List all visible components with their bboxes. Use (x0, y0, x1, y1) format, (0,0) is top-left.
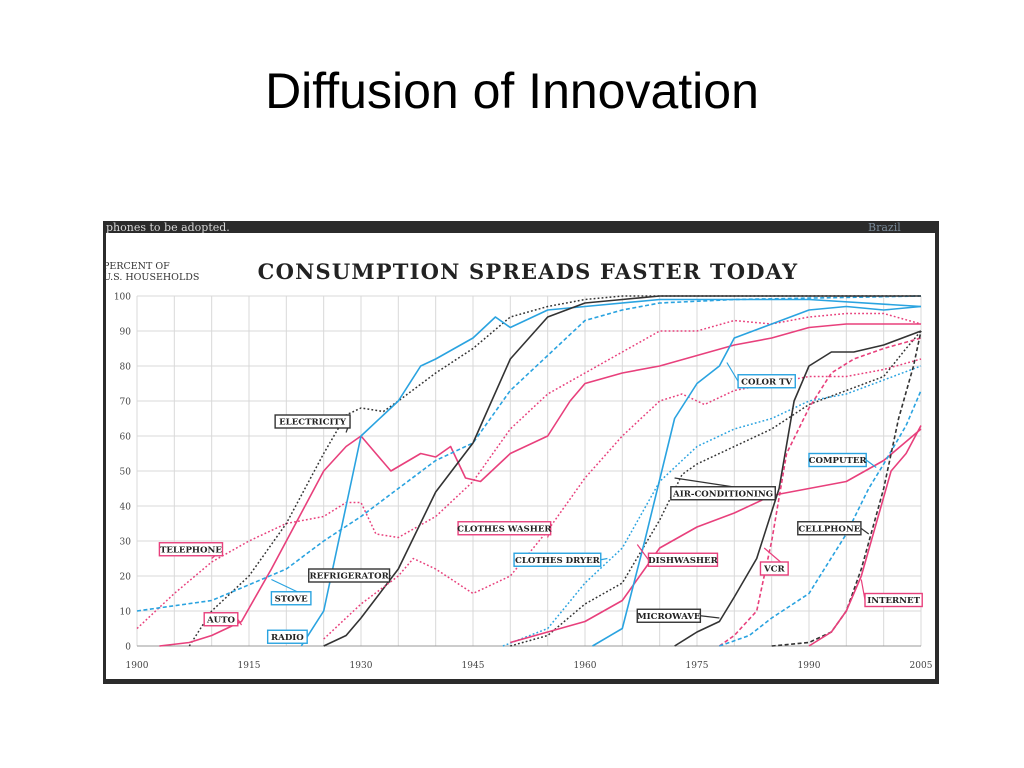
chart-annotations: TELEPHONE ELECTRICITY AUTO STOVE RADIO REFRIG… (158, 362, 923, 644)
annotation-box (270, 591, 312, 606)
series-line-radio (300, 298, 922, 647)
y-tick-label: 50 (120, 468, 132, 478)
y-tick-label: 70 (120, 398, 132, 408)
annotation-leader-line (726, 362, 739, 382)
annotation-air-conditioning: AIR-CONDITIONING (670, 477, 776, 501)
annotation-box (266, 629, 308, 644)
annotation-box (797, 521, 862, 536)
y-tick-label: 10 (120, 608, 132, 618)
y-tick-label: 20 (120, 573, 132, 583)
series-line-clothes-washer (323, 358, 922, 640)
annotation-microwave: MICROWAVE (636, 608, 720, 623)
y-tick-label: 30 (120, 538, 132, 548)
y-tick-label: 90 (120, 328, 132, 338)
annotation-color-tv: COLOR TV (726, 362, 796, 389)
annotation-box (864, 592, 923, 608)
chart-frame: phones to be adopted. Brazil 0 10 20 30 40 50… (103, 221, 939, 684)
chart-axes: 0 10 20 30 40 50 60 70 80 90 100 1900 1915 1930 1945 19… (114, 293, 933, 672)
slide-title: Diffusion of Innovation (265, 63, 759, 119)
annotation-box (737, 374, 796, 389)
annotation-dishwasher: DISHWASHER (636, 544, 719, 567)
y-tick-label: 80 (120, 363, 132, 373)
series-line-cellphone (771, 330, 922, 647)
y-axis-label-line-2: U.S. HOUSEHOLDS (103, 272, 199, 283)
series-line-dishwasher (510, 428, 922, 644)
y-tick-label: 100 (114, 293, 131, 303)
series-line-vcr (718, 337, 922, 647)
annotation-text: CELLPHONE (798, 524, 860, 534)
annotation-clothes-washer: CLOTHES WASHER (457, 521, 552, 538)
chart-series (136, 295, 922, 647)
annotation-box (457, 521, 552, 536)
series-line-air-conditioning (510, 330, 922, 647)
annotation-text: REFRIGERATOR (310, 572, 390, 582)
annotation-vcr: VCR (759, 547, 789, 576)
y-tick-label: 0 (125, 643, 131, 653)
annotation-leader-line (860, 527, 870, 535)
y-tick-label: 40 (120, 503, 132, 513)
annotation-telephone: TELEPHONE (158, 542, 224, 559)
cropped-caption-text: phones to be adopted. (106, 221, 230, 234)
annotation-text: COLOR TV (741, 377, 792, 387)
annotation-box (513, 552, 602, 567)
annotation-text: AIR-CONDITIONING (672, 489, 773, 499)
annotation-text: TELEPHONE (160, 545, 222, 555)
annotation-text: INTERNET (867, 596, 920, 606)
series-line-color-tv (592, 305, 922, 647)
annotation-refrigerator: REFRIGERATOR (308, 568, 392, 583)
x-tick-label: 1975 (686, 661, 709, 671)
annotation-box (158, 542, 224, 557)
annotation-text: COMPUTER (809, 456, 868, 466)
annotation-clothes-dryer: CLOTHES DRYER (513, 552, 608, 567)
annotation-box (647, 552, 719, 567)
annotation-stove: STOVE (270, 578, 312, 606)
annotation-box (636, 608, 702, 623)
annotation-text: CLOTHES WASHER (457, 524, 552, 534)
annotation-text: ELECTRICITY (279, 418, 347, 428)
annotation-text: CLOTHES DRYER (515, 556, 601, 566)
x-tick-label: 1960 (574, 661, 597, 671)
annotation-computer: COMPUTER (808, 452, 877, 468)
series-line-clothes-dryer (502, 365, 922, 647)
annotation-auto: AUTO (203, 612, 243, 627)
y-axis-label-line-1: PERCENT OF (103, 261, 170, 272)
series-line-computer (719, 390, 922, 647)
annotation-box (274, 414, 351, 429)
annotation-box (670, 486, 776, 501)
annotation-leader-line (865, 459, 877, 468)
series-line-refrigerator (323, 295, 921, 647)
x-tick-label: 1900 (126, 661, 149, 671)
x-tick-label: 1945 (462, 661, 485, 671)
cropped-caption-right: Brazil (868, 221, 901, 234)
series-line-stove (136, 295, 922, 612)
annotation-text: RADIO (271, 633, 304, 643)
chart-svg: 0 10 20 30 40 50 60 70 80 90 100 1900 1915 1930 1945 19… (103, 233, 935, 679)
annotation-box (759, 561, 789, 576)
annotation-leader-line (700, 615, 720, 619)
annotation-cellphone: CELLPHONE (797, 521, 870, 536)
annotation-leader-line (636, 544, 649, 561)
x-tick-label: 1930 (350, 661, 373, 671)
chart-background (106, 233, 935, 679)
annotation-text: STOVE (275, 594, 309, 604)
series-line-internet (808, 425, 922, 647)
annotation-text: DISHWASHER (648, 556, 718, 566)
annotation-box (203, 612, 239, 627)
annotation-leader-line (600, 557, 608, 561)
x-tick-label: 1915 (238, 661, 261, 671)
annotation-box (308, 568, 391, 583)
annotation-radio: RADIO (266, 629, 308, 644)
annotation-internet: INTERNET (860, 579, 923, 608)
annotation-electricity: ELECTRICITY (274, 414, 351, 433)
series-line-telephone (136, 312, 922, 630)
x-tick-label: 2005 (910, 661, 933, 671)
annotation-text: MICROWAVE (637, 612, 701, 622)
chart-title: CONSUMPTION SPREADS FASTER TODAY (258, 259, 799, 284)
y-tick-label: 60 (120, 433, 132, 443)
x-tick-label: 1990 (798, 661, 821, 671)
annotation-text: AUTO (206, 615, 236, 625)
series-line-microwave (674, 330, 922, 647)
annotation-box (808, 452, 867, 468)
annotation-text: VCR (763, 565, 786, 575)
